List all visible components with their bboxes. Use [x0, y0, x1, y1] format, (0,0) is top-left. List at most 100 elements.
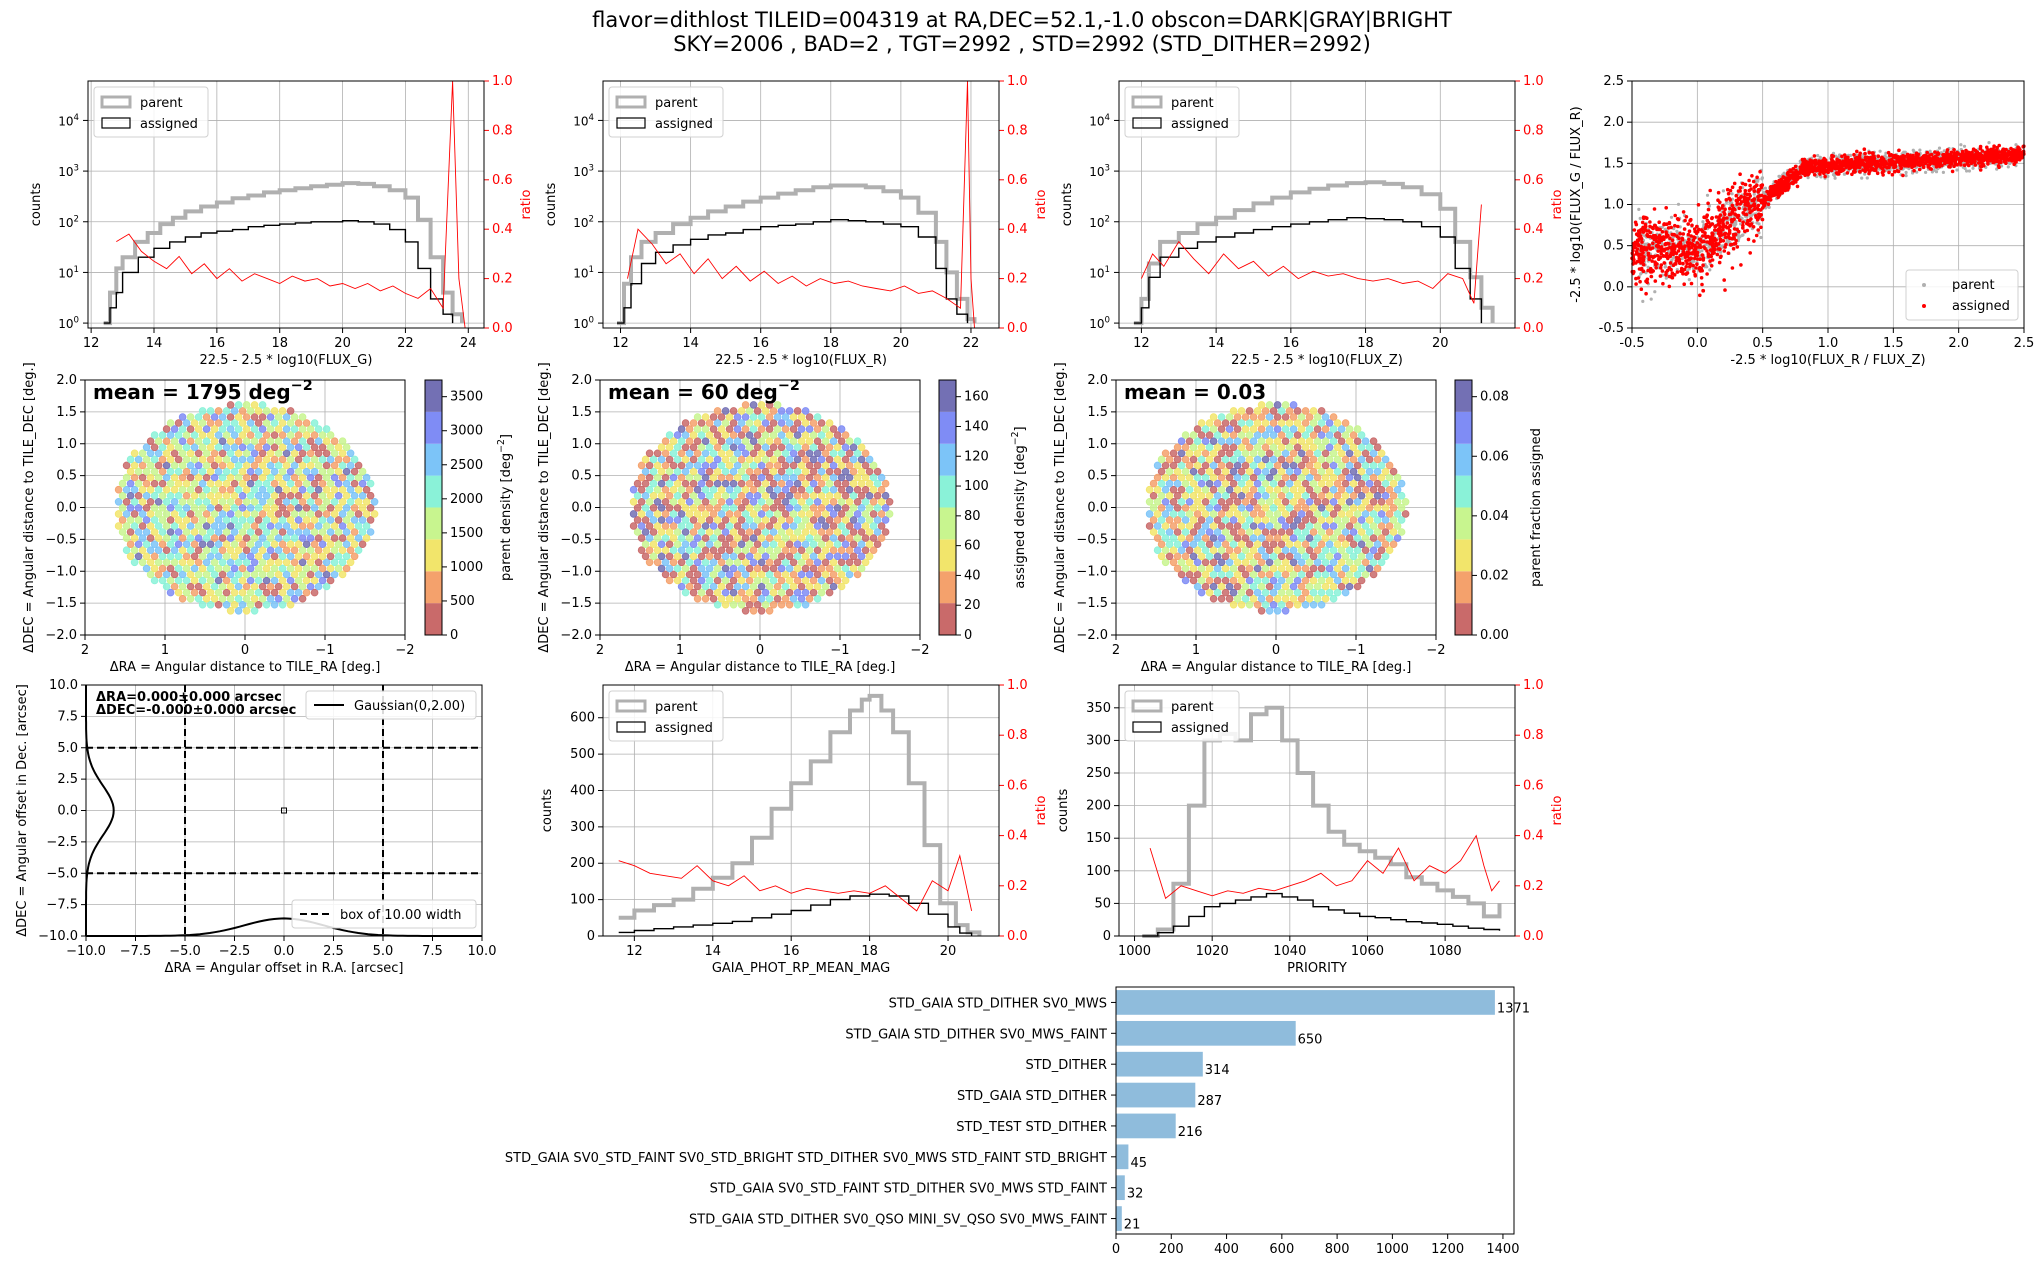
sky_parent-cell — [342, 528, 351, 536]
sky_parent-cell — [354, 473, 363, 482]
sky_parent-cell — [266, 582, 275, 591]
sky_parent-cell — [294, 419, 303, 427]
color_color-point-assigned — [1693, 247, 1698, 251]
sky_parent-cell — [314, 582, 323, 591]
sky_parent-cell — [194, 582, 203, 591]
sky_parent-cell — [122, 497, 131, 506]
sky_parent-cell — [318, 467, 327, 476]
sky_parent-cell — [158, 443, 167, 452]
sky_parent-cell — [182, 479, 191, 488]
sky_assigned-cell — [865, 540, 874, 548]
color_color-point-assigned — [1973, 148, 1978, 153]
color_color-point-parent — [1646, 265, 1650, 269]
color_color-point-assigned — [1653, 279, 1658, 283]
sky_assigned-cell — [717, 546, 726, 554]
sky_parent-cell — [262, 407, 271, 415]
sky_parent-cell — [290, 546, 299, 554]
color_color-point-assigned — [2009, 146, 2013, 151]
sky_assigned-cell — [653, 558, 662, 567]
sky_parent-cell — [118, 491, 127, 500]
sky_parent-cell — [290, 558, 299, 567]
color_color-point-assigned — [1853, 166, 1858, 170]
hist_r-y2tick-label: 0.6 — [1007, 173, 1028, 188]
sky_parent-cell — [162, 497, 171, 506]
color_color-point-assigned — [1750, 209, 1754, 213]
sky_parent-cell — [170, 510, 179, 518]
color_color-point-assigned — [1684, 215, 1689, 219]
sky_assigned-cell — [657, 552, 666, 561]
sky_parent-cell — [146, 437, 155, 446]
sky_parent-cell — [154, 558, 163, 567]
color_color-point-assigned — [1728, 243, 1733, 247]
sky_parent-cell — [270, 479, 279, 488]
sky_parent-cell — [302, 491, 311, 500]
sky_assigned-cell — [677, 582, 686, 591]
color_color-point-assigned — [1867, 150, 1871, 155]
color_color-point-assigned — [1731, 246, 1736, 251]
sky_assigned-cell — [701, 558, 710, 567]
sky_assigned-cell — [741, 582, 750, 591]
color_color-point-assigned — [1941, 153, 1945, 157]
sky_parent-cell — [338, 485, 347, 494]
sky_parent-cell — [238, 600, 247, 609]
color_color-point-assigned — [1710, 216, 1714, 221]
color_color-point-parent — [1738, 235, 1742, 239]
sky_assigned-cell — [741, 594, 750, 603]
sky_parent-cell — [262, 540, 271, 548]
sky_assigned-cell — [769, 588, 778, 597]
sky_parent-cell — [210, 449, 219, 458]
sky_parent-cell — [342, 552, 351, 561]
sky_parent-cell — [246, 516, 255, 524]
sky_parent-cell — [266, 413, 275, 421]
color_color-point-parent — [1826, 174, 1830, 178]
color_color-point-assigned — [1681, 210, 1686, 214]
sky_parent-cell — [286, 455, 295, 464]
color_color-point-assigned — [1751, 179, 1756, 184]
sky_parent-cell — [258, 546, 267, 554]
sky_parent-cell — [286, 588, 295, 597]
sky_parent-cell — [314, 522, 323, 530]
hist_z-legend-swatch-assigned — [1132, 117, 1162, 129]
sky_assigned-cell — [773, 534, 782, 542]
color_color-point-assigned — [1812, 154, 1817, 158]
color_color-point-assigned — [1988, 153, 1992, 157]
hist_r-ytick-label-base: 10 — [573, 317, 588, 331]
color_color-point-assigned — [1719, 233, 1724, 237]
color_color-ytick-label: 2.5 — [1603, 74, 1624, 89]
sky_parent-cell — [182, 503, 191, 512]
sky_parent-cell — [318, 552, 327, 561]
sky_parent-cell — [182, 588, 191, 597]
sky_parent-cell — [206, 419, 215, 427]
sky_parent-cell — [298, 413, 307, 421]
color_color-point-assigned — [1684, 265, 1688, 269]
sky_parent-cell — [154, 570, 163, 579]
color_color-point-assigned — [1718, 213, 1723, 217]
sky_parent-cell — [322, 510, 331, 518]
sky_parent-cell — [350, 455, 359, 464]
sky_assigned-cell — [793, 528, 802, 536]
hist_r-xtick-label: 14 — [682, 336, 699, 351]
hist_r-series-assigned — [617, 219, 969, 324]
sky_parent-cell — [254, 540, 263, 548]
sky_assigned-cell — [669, 558, 678, 567]
sky_assigned-cell — [813, 594, 822, 603]
sky_parent-cell — [258, 485, 267, 494]
hist_z-legend-swatch-parent — [1131, 95, 1163, 109]
sky_assigned-cell — [801, 528, 810, 536]
color_color-point-assigned — [1667, 284, 1672, 289]
sky_parent-cell — [230, 552, 239, 561]
color_color-point-assigned — [1644, 291, 1648, 296]
sky_parent-cell — [218, 510, 227, 518]
sky_assigned-cell — [837, 582, 846, 591]
sky_parent-cell — [294, 455, 303, 464]
color_color-point-assigned — [1742, 196, 1747, 201]
hist_z-y2label: ratio — [1550, 189, 1565, 219]
color_color-point-assigned — [1675, 257, 1680, 261]
sky_parent-cell — [190, 491, 199, 500]
color_color-point-assigned — [1862, 147, 1867, 151]
color_color-point-assigned — [1662, 222, 1666, 227]
hist_z-legend-box — [1124, 86, 1240, 138]
sky_assigned-cell — [773, 558, 782, 567]
hist_z-xtick-label: 20 — [1432, 336, 1449, 351]
sky_assigned-cell — [785, 600, 794, 609]
